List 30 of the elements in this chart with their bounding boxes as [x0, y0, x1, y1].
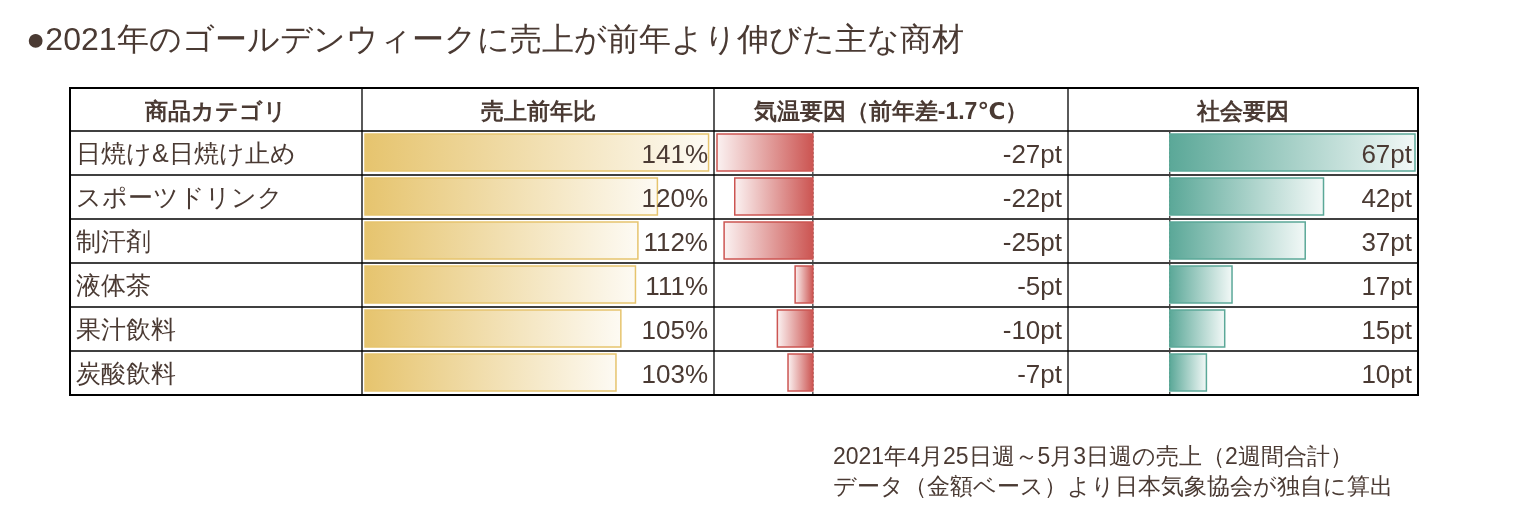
chart-title: 売上前年比: [480, 98, 596, 124]
data-label: -7pt: [1017, 359, 1063, 389]
data-label: -22pt: [1002, 183, 1063, 213]
data-label: 15pt: [1361, 315, 1413, 345]
y-tick-label: 果汁飲料: [76, 315, 176, 343]
data-label: 112%: [643, 227, 708, 257]
data-label: 103%: [641, 359, 708, 389]
text: ●2021年のゴールデンウィークに売上が前年より伸びた主な商材: [26, 21, 964, 57]
text: データ（金額ベース）より日本気象協会が独自に算出: [833, 473, 1393, 499]
y-tick-label: 液体茶: [76, 271, 151, 299]
y-axis-title: 商品カテゴリ: [144, 98, 287, 124]
data-label: 37pt: [1361, 227, 1413, 257]
chart-title: 社会要因: [1196, 98, 1289, 124]
data-label: -25pt: [1002, 227, 1063, 257]
text: 2021年4月25日週～5月3日週の売上（2週間合計）: [833, 443, 1353, 469]
data-label: -5pt: [1017, 271, 1063, 301]
data-label: 10pt: [1361, 359, 1413, 389]
data-label: 17pt: [1361, 271, 1413, 301]
data-label: 111%: [645, 271, 708, 301]
y-tick-label: 制汗剤: [76, 227, 151, 255]
y-tick-label: スポーツドリンク: [76, 183, 283, 211]
data-label: 67pt: [1361, 139, 1413, 169]
data-label: -27pt: [1002, 139, 1063, 169]
data-label: 105%: [641, 315, 708, 345]
y-tick-label: 炭酸飲料: [76, 359, 176, 387]
data-label: -10pt: [1002, 315, 1063, 345]
y-tick-label: 日焼け&日焼け止め: [76, 139, 296, 167]
data-label: 141%: [641, 139, 708, 169]
data-label: 42pt: [1361, 183, 1413, 213]
chart-title: 気温要因（前年差-1.7℃）: [752, 98, 1029, 124]
